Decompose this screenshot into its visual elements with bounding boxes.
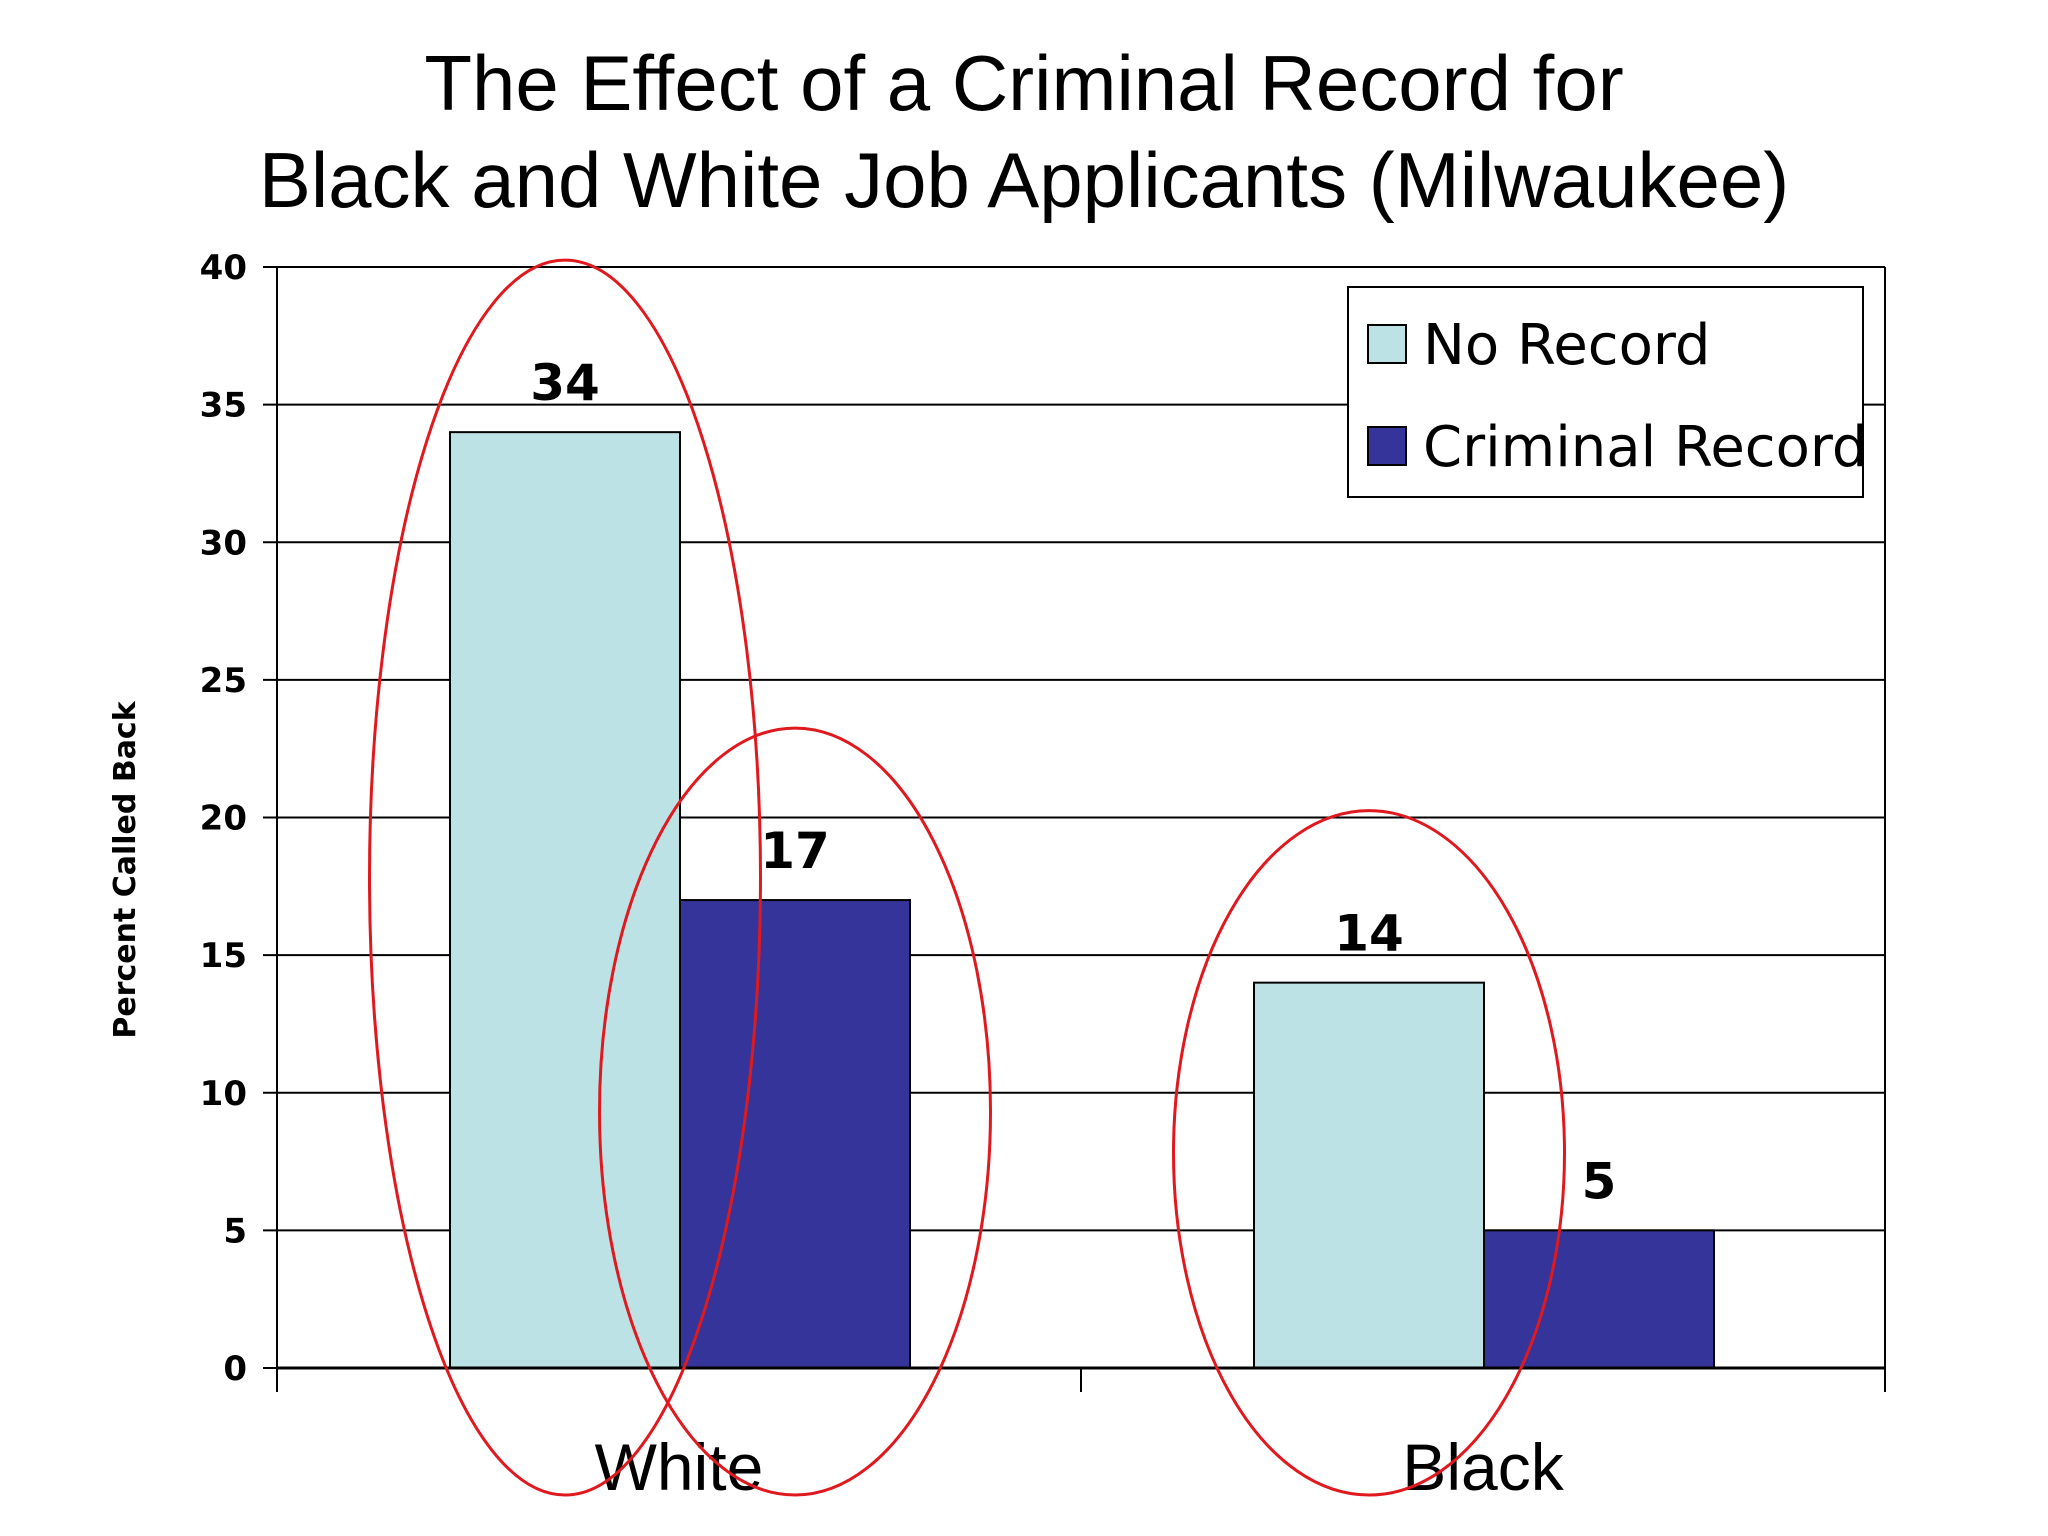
legend-swatch: [1367, 426, 1407, 466]
x-category-label: White: [595, 1430, 764, 1504]
bar-black-no-record: [1253, 981, 1485, 1370]
y-tick-label: 15: [200, 936, 247, 976]
y-axis-title: Percent Called Back: [108, 700, 143, 1038]
bars: [449, 431, 1715, 1370]
y-tick-label: 40: [200, 248, 247, 288]
bar-white-no-record: [449, 431, 681, 1369]
annotation-ellipse: [1172, 809, 1566, 1497]
y-tick-label: 30: [200, 523, 247, 563]
chart-title-line-1: The Effect of a Criminal Record for: [424, 39, 1623, 127]
legend-swatch: [1367, 324, 1407, 364]
legend-label: No Record: [1423, 313, 1710, 378]
data-label: 14: [1334, 905, 1404, 963]
y-tick-label: 25: [200, 661, 247, 701]
bar-black-criminal-record: [1483, 1229, 1715, 1369]
legend: No Record Criminal Record: [1347, 286, 1867, 498]
data-labels: 34 17 14 5: [530, 354, 1616, 1210]
bar-white-criminal-record: [679, 899, 911, 1369]
legend-label: Criminal Record: [1423, 415, 1867, 480]
annotation-ellipses: [368, 258, 1566, 1497]
y-tick-label: 10: [200, 1074, 247, 1114]
y-tick-label: 35: [200, 386, 247, 426]
annotation-ellipse: [598, 726, 992, 1497]
data-label: 5: [1582, 1152, 1617, 1210]
y-tick-label: 0: [223, 1349, 247, 1389]
data-label: 17: [760, 822, 830, 880]
y-tick-label: 20: [200, 799, 247, 839]
chart-title-line-2: Black and White Job Applicants (Milwauke…: [259, 136, 1789, 224]
data-label: 34: [530, 354, 600, 412]
y-tick-label: 5: [223, 1211, 247, 1251]
legend-box: [1347, 286, 1864, 498]
axes: 0 5 10 15 20 25 30 35 40 White Black: [200, 248, 1886, 1504]
x-category-label: Black: [1402, 1430, 1564, 1504]
annotation-ellipse: [368, 258, 762, 1497]
